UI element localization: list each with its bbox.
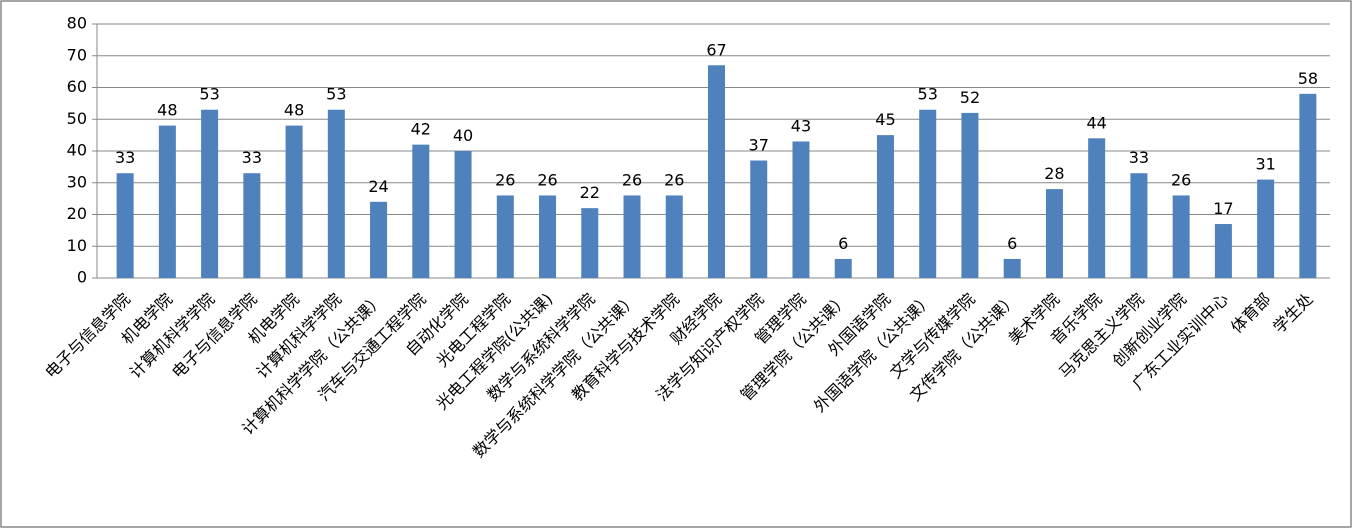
bar (919, 109, 937, 278)
data-label: 33 (242, 148, 262, 167)
data-label: 58 (1298, 69, 1318, 88)
y-tick-label: 50 (67, 109, 87, 128)
bar (834, 258, 852, 278)
data-label: 45 (875, 110, 895, 129)
data-label: 53 (199, 85, 219, 104)
data-label: 33 (1129, 148, 1149, 167)
bar (158, 125, 176, 278)
bar (285, 125, 303, 278)
data-label: 26 (537, 170, 557, 189)
data-label: 26 (622, 170, 642, 189)
bar (581, 208, 599, 278)
y-tick-label: 70 (67, 45, 87, 64)
data-label: 52 (960, 88, 980, 107)
data-label: 28 (1044, 164, 1064, 183)
data-label: 44 (1086, 113, 1106, 132)
data-label: 33 (115, 148, 135, 167)
data-label: 24 (368, 177, 388, 196)
data-label: 26 (495, 170, 515, 189)
y-tick-label: 80 (67, 14, 87, 33)
y-tick-label: 0 (77, 268, 87, 287)
data-label: 48 (284, 101, 304, 120)
data-label: 26 (664, 170, 684, 189)
bar (496, 195, 514, 278)
bar (623, 195, 641, 278)
bar (1214, 224, 1232, 278)
y-tick-label: 20 (67, 204, 87, 223)
data-label: 67 (706, 40, 726, 59)
data-label: 53 (918, 85, 938, 104)
y-tick-label: 40 (67, 141, 87, 160)
bar (876, 135, 894, 278)
bar (454, 151, 472, 278)
data-label: 17 (1213, 199, 1233, 218)
y-tick-label: 60 (67, 77, 87, 96)
data-label: 40 (453, 126, 473, 145)
data-label: 53 (326, 85, 346, 104)
data-label: 37 (749, 136, 769, 155)
bar (708, 65, 725, 279)
bar (961, 112, 979, 279)
bar (327, 109, 345, 278)
bar (665, 195, 683, 278)
y-tick-label: 30 (67, 172, 87, 191)
bar (1257, 179, 1275, 278)
bar (1299, 93, 1317, 278)
bar (116, 173, 134, 278)
bar (1172, 195, 1190, 278)
data-label: 22 (580, 183, 600, 202)
y-tick-label: 10 (67, 236, 87, 255)
data-label: 43 (791, 116, 811, 135)
bar (243, 173, 261, 278)
bar (539, 195, 557, 278)
data-label: 31 (1255, 155, 1275, 174)
data-label: 26 (1171, 170, 1191, 189)
bar (750, 160, 768, 278)
bar (1088, 138, 1106, 278)
bar (370, 201, 388, 278)
bar (201, 109, 219, 278)
bar (1003, 258, 1021, 278)
data-label: 6 (1007, 234, 1017, 253)
bar (1130, 173, 1148, 278)
bar (412, 144, 430, 278)
data-label: 48 (157, 101, 177, 120)
bar (1045, 189, 1063, 278)
data-label: 6 (838, 234, 848, 253)
bar (792, 141, 810, 278)
data-label: 42 (411, 120, 431, 139)
